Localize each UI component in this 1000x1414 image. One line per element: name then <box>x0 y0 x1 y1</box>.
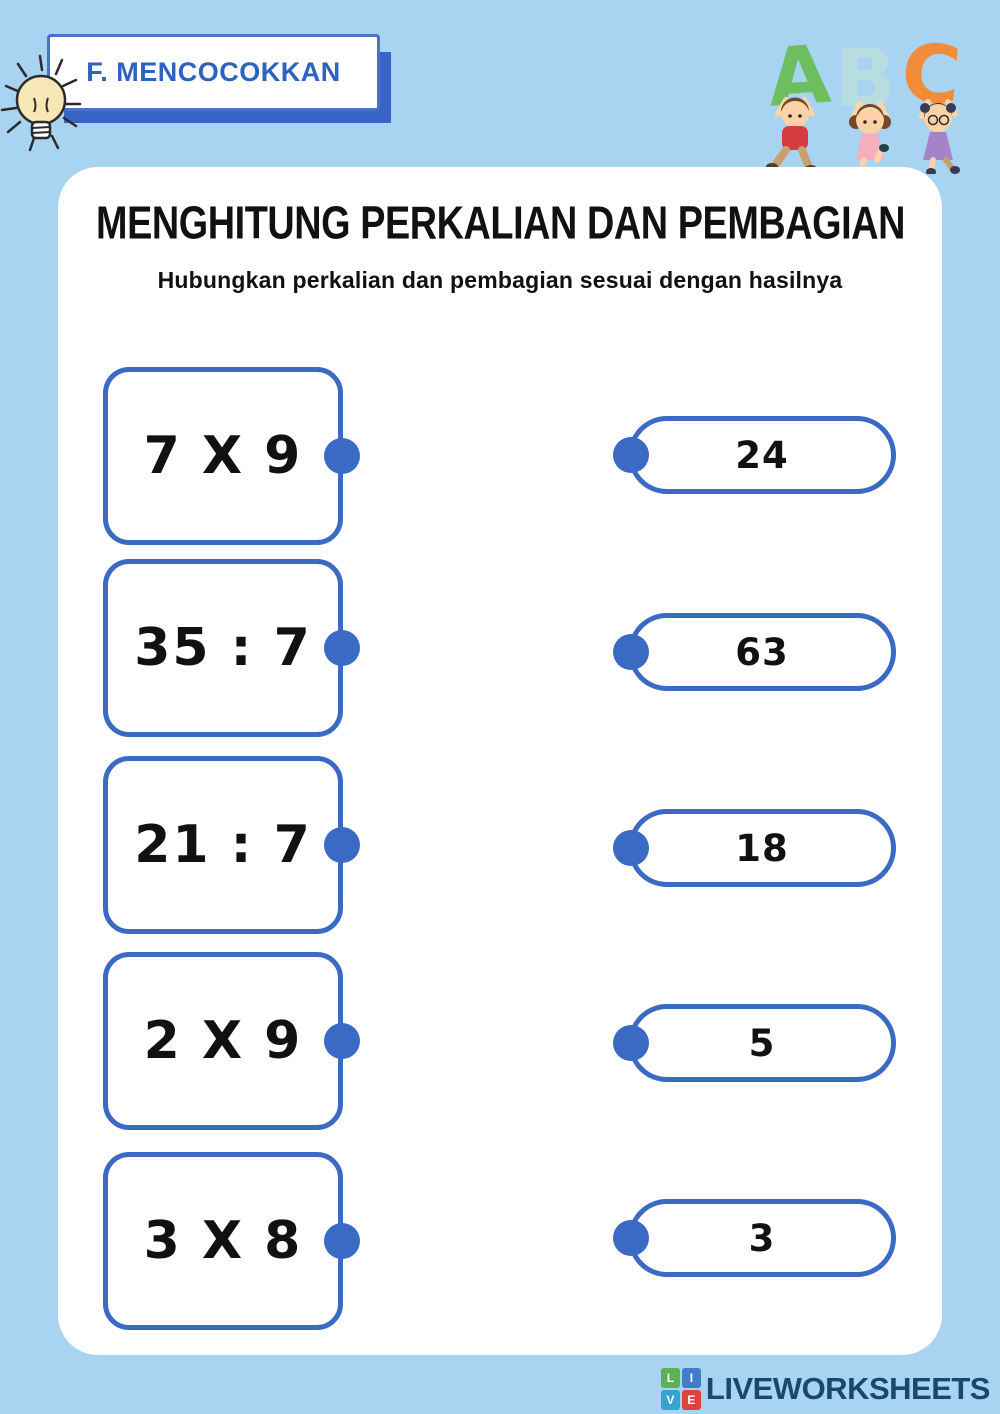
page-instructions: Hubungkan perkalian dan pembagian sesuai… <box>157 267 843 293</box>
problem-box-2[interactable]: 35 : 7 <box>103 559 360 737</box>
kid-girl-purple <box>919 99 960 174</box>
answer-pill-3[interactable]: 18 <box>613 809 896 887</box>
liveworksheets-logo-icon[interactable]: L I V E <box>660 1368 701 1410</box>
problem-label: 2 X 9 <box>143 1011 303 1071</box>
problem-connector-dot-3[interactable] <box>324 827 360 863</box>
problem-label: 35 : 7 <box>134 618 312 678</box>
problem-connector-dot-5[interactable] <box>324 1223 360 1259</box>
problem-connector-dot-4[interactable] <box>324 1023 360 1059</box>
problem-connector-dot-1[interactable] <box>324 438 360 474</box>
kid-girl-pink <box>849 101 891 174</box>
problem-label: 7 X 9 <box>143 426 303 486</box>
liveworksheets-wordmark[interactable]: LIVEWORKSHEETS <box>705 1371 991 1406</box>
answer-label: 63 <box>735 630 789 674</box>
answer-label: 5 <box>748 1021 776 1065</box>
section-badge-label: F. MENCOCOKKAN <box>86 57 341 87</box>
problem-box-5[interactable]: 3 X 8 <box>103 1152 360 1330</box>
kid-boy <box>766 97 817 173</box>
liveworksheets-footer[interactable]: L I V E LIVEWORKSHEETS <box>660 1368 991 1410</box>
logo-square-v: V <box>660 1390 680 1410</box>
answer-pill-1[interactable]: 24 <box>613 416 896 494</box>
problem-box-3[interactable]: 21 : 7 <box>103 756 360 934</box>
answer-pill-2[interactable]: 63 <box>613 613 896 691</box>
answer-label: 18 <box>735 826 789 870</box>
problem-label: 21 : 7 <box>134 815 312 875</box>
answer-connector-dot-5[interactable] <box>613 1220 649 1256</box>
logo-square-i: I <box>681 1368 701 1388</box>
answer-pill-4[interactable]: 5 <box>613 1004 896 1082</box>
logo-square-l: L <box>660 1368 680 1388</box>
answer-pill-5[interactable]: 3 <box>613 1199 896 1277</box>
section-badge: F. MENCOCOKKAN <box>47 34 380 111</box>
logo-square-e: E <box>681 1390 701 1410</box>
problem-label: 3 X 8 <box>143 1211 303 1271</box>
abc-kids-illustration: A B C <box>765 25 964 174</box>
answer-connector-dot-4[interactable] <box>613 1025 649 1061</box>
problem-box-4[interactable]: 2 X 9 <box>103 952 360 1130</box>
answer-label: 3 <box>748 1216 776 1260</box>
answer-label: 24 <box>735 433 789 477</box>
page-title: MENGHITUNG PERKALIAN DAN PEMBAGIAN <box>95 195 905 249</box>
answer-connector-dot-1[interactable] <box>613 437 649 473</box>
worksheet-card: MENGHITUNG PERKALIAN DAN PEMBAGIAN Hubun… <box>58 167 942 1355</box>
answer-connector-dot-2[interactable] <box>613 634 649 670</box>
problem-box-1[interactable]: 7 X 9 <box>103 367 360 545</box>
problem-connector-dot-2[interactable] <box>324 630 360 666</box>
lightbulb-icon <box>0 54 82 152</box>
answer-connector-dot-3[interactable] <box>613 830 649 866</box>
